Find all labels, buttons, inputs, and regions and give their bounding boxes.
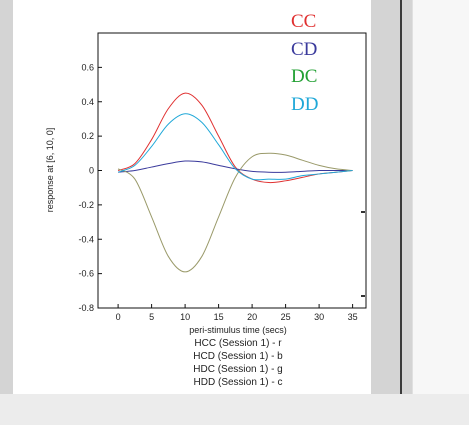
y-axis-label: response at [6, 10, 0] [45,128,55,213]
caption-line-hdc: HDC (Session 1) - g [193,364,282,375]
series-lines [117,92,353,273]
figure-panel: 0.6 0.4 0.2 0 -0.2 -0.4 -0.6 -0.8 0 5 10 15 20 25 30 3… [13,0,371,394]
x-tick-label: 25 [281,312,291,322]
x-axis-label: peri-stimulus time (secs) [189,325,287,335]
bottom-bar [0,394,469,425]
y-tick-label: -0.4 [78,234,94,244]
legend-label-cc: CC [291,11,316,32]
x-tick-label: 20 [247,312,257,322]
caption-line-hcd: HCD (Session 1) - b [193,351,283,362]
y-ticks: 0.6 0.4 0.2 0 -0.2 -0.4 -0.6 -0.8 [78,62,102,313]
series-line-dd [117,113,353,181]
x-tick-label: 5 [149,312,154,322]
series-line-dc [117,152,353,273]
y-tick-label: -0.6 [78,269,94,279]
y-tick-label: -0.2 [78,200,94,210]
right-gutter [402,0,412,394]
response-chart: 0.6 0.4 0.2 0 -0.2 -0.4 -0.6 -0.8 0 5 10 15 20 25 30 3… [45,11,367,388]
caption-line-hdd: HDD (Session 1) - c [194,377,283,388]
right-side-panel [412,0,469,394]
x-tick-label: 10 [180,312,190,322]
y-tick-label: -0.8 [78,303,94,313]
x-tick-label: 15 [214,312,224,322]
side-tick-mark [361,295,365,297]
y-tick-label: 0.2 [81,131,94,141]
x-ticks: 0 5 10 15 20 25 30 35 [116,304,358,322]
y-tick-label: 0.6 [81,62,94,72]
y-tick-label: 0.4 [81,97,94,107]
x-tick-label: 35 [348,312,358,322]
legend-label-cd: CD [291,39,317,60]
x-tick-label: 0 [116,312,121,322]
y-tick-label: 0 [89,166,94,176]
side-tick-mark [361,211,365,213]
legend-label-dd: DD [291,94,318,115]
panel-divider[interactable] [400,0,402,394]
x-tick-label: 30 [314,312,324,322]
legend-label-dc: DC [291,66,317,87]
caption-line-hcc: HCC (Session 1) - r [194,338,282,349]
